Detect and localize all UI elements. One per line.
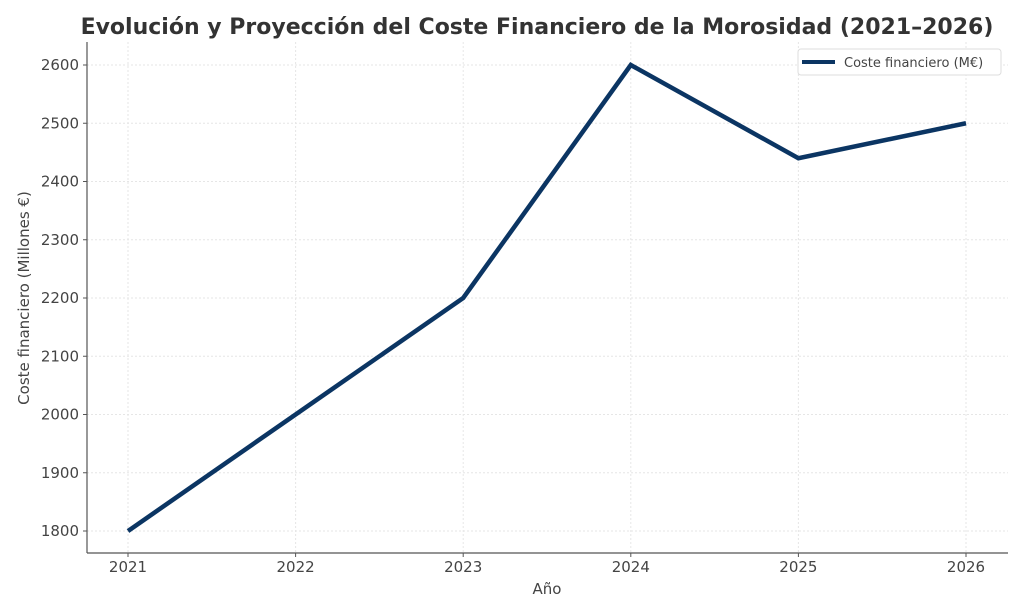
y-tick-label: 2000 bbox=[41, 406, 79, 424]
data-series bbox=[126, 62, 967, 533]
y-tick-label: 1800 bbox=[41, 522, 79, 540]
x-axis-label: Año bbox=[533, 580, 562, 598]
y-tick-label: 2400 bbox=[41, 173, 79, 191]
y-tick-label: 2500 bbox=[41, 114, 79, 132]
x-tick-label: 2021 bbox=[109, 558, 147, 576]
y-tick-label: 2100 bbox=[41, 347, 79, 365]
y-tick-label: 2600 bbox=[41, 56, 79, 74]
y-tick-label: 2300 bbox=[41, 231, 79, 249]
x-tick-label: 2026 bbox=[947, 558, 985, 576]
y-tick-label: 1900 bbox=[41, 464, 79, 482]
x-tick-label: 2024 bbox=[612, 558, 650, 576]
y-tick-label: 2200 bbox=[41, 289, 79, 307]
x-axis-ticks: 2021 2022 2023 2024 2025 2026 bbox=[109, 553, 985, 576]
y-axis-ticks: 1800 1900 2000 2100 2200 2300 2400 2500 2600 bbox=[41, 56, 87, 540]
x-tick-label: 2025 bbox=[779, 558, 817, 576]
legend-box bbox=[797, 48, 1002, 76]
chart-title: Evolución y Proyección del Coste Financi… bbox=[81, 15, 994, 40]
legend-label: Coste financiero (M€) bbox=[844, 56, 983, 71]
legend: Coste financiero (M€) bbox=[797, 48, 1002, 76]
series-line bbox=[126, 62, 967, 533]
x-tick-label: 2023 bbox=[444, 558, 482, 576]
x-tick-label: 2022 bbox=[277, 558, 315, 576]
grid-lines bbox=[87, 42, 1008, 553]
y-axis-label: Coste financiero (Millones €) bbox=[15, 191, 33, 405]
